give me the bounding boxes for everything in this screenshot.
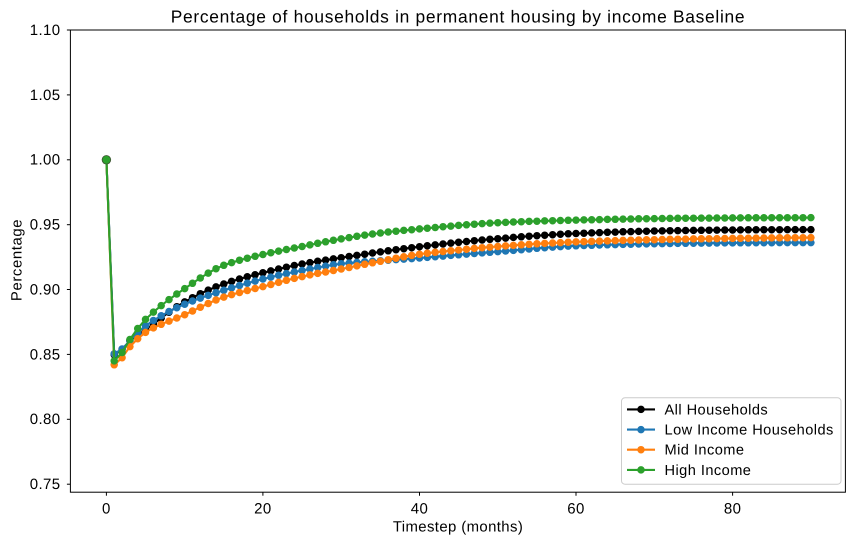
svg-text:0.90: 0.90 bbox=[30, 281, 61, 298]
svg-text:Mid Income: Mid Income bbox=[665, 443, 745, 459]
svg-text:0: 0 bbox=[102, 500, 111, 517]
svg-text:80: 80 bbox=[724, 500, 742, 517]
svg-text:Percentage: Percentage bbox=[10, 219, 26, 301]
svg-text:Percentage of households in pe: Percentage of households in permanent ho… bbox=[171, 7, 746, 27]
svg-text:High Income: High Income bbox=[665, 463, 752, 479]
svg-text:1.00: 1.00 bbox=[30, 152, 61, 169]
svg-text:0.80: 0.80 bbox=[30, 411, 61, 428]
svg-text:1.05: 1.05 bbox=[30, 87, 61, 104]
svg-text:1.10: 1.10 bbox=[30, 22, 61, 39]
svg-text:All Households: All Households bbox=[665, 402, 769, 418]
svg-text:Low Income Households: Low Income Households bbox=[665, 422, 834, 438]
svg-text:40: 40 bbox=[411, 500, 429, 517]
svg-text:0.85: 0.85 bbox=[30, 346, 61, 363]
svg-text:60: 60 bbox=[567, 500, 585, 517]
svg-text:Timestep (months): Timestep (months) bbox=[393, 520, 523, 536]
svg-text:0.95: 0.95 bbox=[30, 217, 61, 234]
svg-text:20: 20 bbox=[254, 500, 272, 517]
svg-text:0.75: 0.75 bbox=[30, 476, 61, 493]
